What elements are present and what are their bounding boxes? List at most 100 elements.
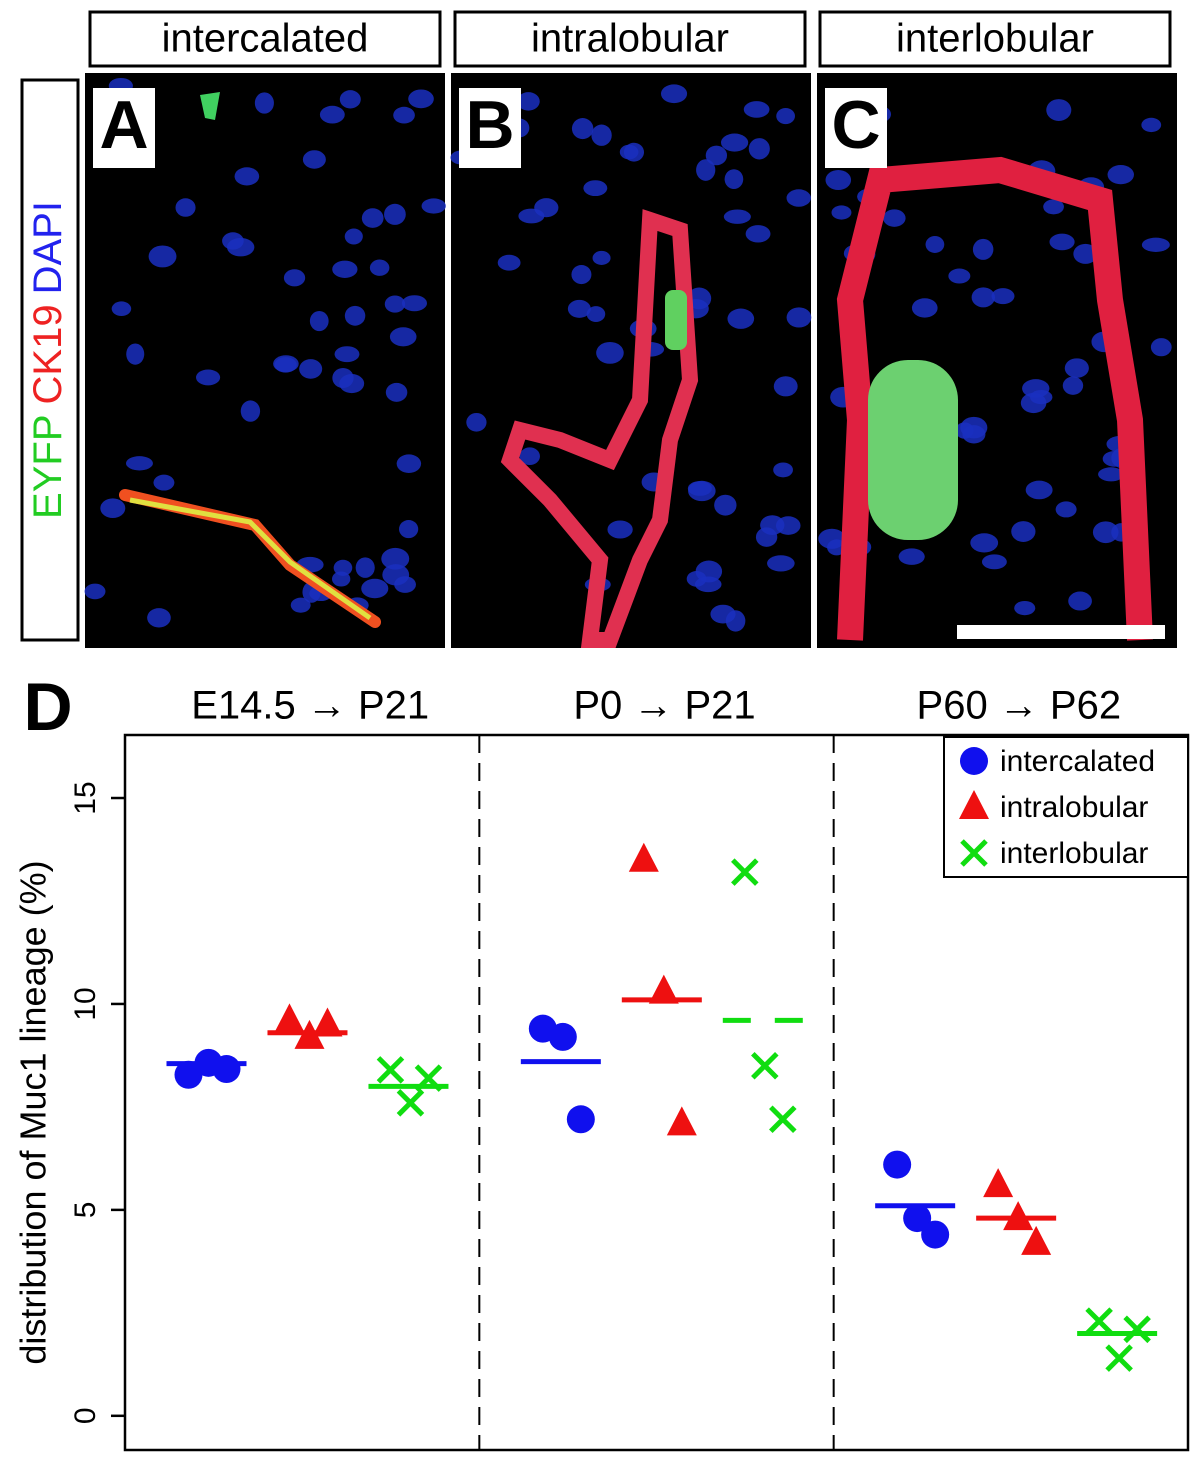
panel-header: intralobular [531,17,729,61]
nucleus [948,268,971,284]
nucleus [911,298,938,318]
nucleus [302,150,326,169]
nucleus [1025,480,1053,500]
nucleus [332,260,358,278]
panel-header: intercalated [162,17,369,61]
point [666,1106,697,1136]
nucleus [339,90,361,109]
nucleus [399,520,419,539]
nucleus [818,528,846,549]
nucleus [125,456,153,471]
point [731,858,759,886]
point [548,1022,577,1051]
nucleus [319,105,345,124]
nucleus [385,382,408,402]
stain-label: EYFP CK19 DAPI [26,201,70,519]
plot-frame [123,733,1190,1452]
nucleus [466,412,487,432]
nucleus [583,180,608,197]
panel-letter: D [23,669,72,745]
point [751,1051,779,1080]
nucleus [1068,591,1092,611]
nucleus [586,306,606,322]
image-panels: intercalated intralobular interlobular A B C E… [20,10,1177,648]
legend-marker [960,839,988,867]
nucleus [1014,600,1036,616]
point [628,842,659,872]
nucleus [1064,358,1089,378]
nucleus [519,447,540,466]
panel-letter: A [99,87,148,163]
nucleus [596,341,624,364]
nucleus [723,209,751,224]
panel-letter: C [831,87,880,163]
legend-marker [959,790,989,819]
point [212,1055,241,1084]
point [1123,1315,1151,1344]
nucleus [369,259,390,276]
nucleus [421,198,446,214]
nucleus [334,346,360,363]
point [396,1089,425,1117]
duct [200,92,220,120]
nucleus [273,355,299,373]
nucleus [592,250,611,265]
nucleus [925,235,945,253]
nucleus [724,169,744,190]
point [1105,1344,1133,1372]
panel-letter-bg [93,88,155,168]
nucleus [126,343,145,365]
nucleus [1046,99,1072,121]
nucleus [687,287,712,310]
nucleus [955,422,974,439]
nucleus [1092,521,1119,544]
nucleus [607,520,633,539]
group-label: P0 → P21 [573,684,755,728]
nucleus [1073,243,1098,264]
panel-letter-bg [459,88,521,168]
nucleus [883,209,906,227]
point [274,1003,305,1033]
stain-name: EYFP [26,414,70,518]
nucleus [755,527,778,547]
nucleus [497,254,521,271]
nucleus [1049,233,1075,251]
nucleus [84,583,106,600]
nucleus [745,225,771,243]
nucleus [714,494,737,516]
nucleus [1098,467,1124,482]
nucleus [153,474,175,491]
nucleus [240,400,261,422]
nucleus [971,287,995,308]
nucleus [339,374,365,394]
nucleus [567,299,591,318]
nucleus [1141,237,1170,252]
nucleus [344,305,366,326]
panel-header-box [818,10,1172,68]
panel-header-box [453,10,807,68]
legend-label: intercalated [1000,745,1155,778]
nucleus [534,198,559,218]
panel-letter-bg [825,88,887,168]
nucleus [355,557,375,578]
panel-header: interlobular [896,17,1094,61]
stain-name: CK19 [26,304,70,404]
point [376,1056,405,1084]
y-axis-label: distribution of Muc1 lineage (%) [13,860,54,1364]
panel-header-box [88,10,442,68]
nucleus [1011,521,1036,542]
nucleus [571,118,594,140]
nucleus [773,462,793,478]
nucleus [1055,501,1077,518]
y-tick-label: 5 [69,1202,102,1219]
point [414,1064,443,1092]
nucleus [727,308,755,329]
micrograph [451,73,811,648]
nucleus [660,84,688,104]
nucleus [111,301,132,317]
nucleus [767,555,795,572]
nucleus [147,608,171,628]
legend-label: intralobular [1000,791,1148,824]
point [312,1007,343,1037]
nucleus [696,159,716,181]
